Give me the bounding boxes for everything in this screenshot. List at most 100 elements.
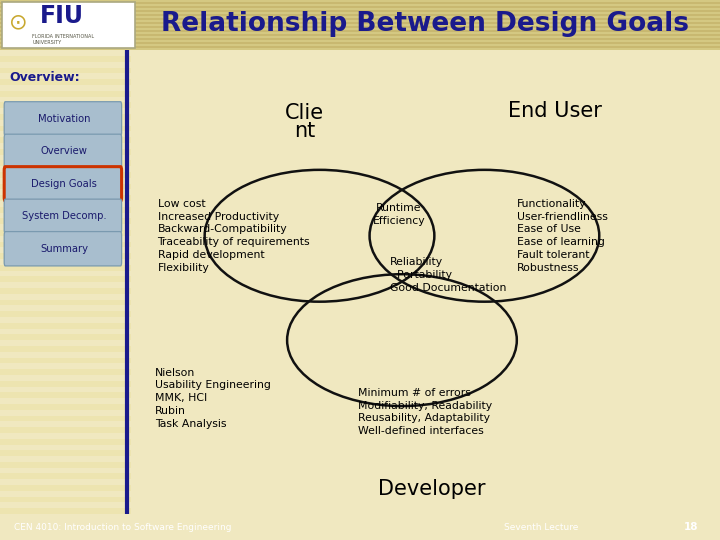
Bar — [0, 311, 131, 317]
Bar — [0, 393, 131, 398]
Bar — [0, 346, 131, 352]
Bar — [0, 241, 131, 247]
Bar — [0, 137, 131, 143]
Bar — [0, 276, 131, 282]
FancyBboxPatch shape — [4, 102, 122, 136]
Bar — [0, 485, 131, 491]
Text: Runtime
Efficiency: Runtime Efficiency — [373, 204, 426, 226]
Bar — [0, 357, 131, 363]
Bar — [0, 32, 720, 34]
Text: CEN 4010: Introduction to Software Engineering: CEN 4010: Introduction to Software Engin… — [14, 523, 232, 531]
Bar — [0, 184, 131, 190]
Bar — [0, 120, 131, 126]
Bar — [0, 73, 131, 79]
Bar — [0, 421, 131, 427]
Bar — [0, 317, 131, 323]
Bar — [0, 178, 131, 184]
Text: Motivation: Motivation — [38, 114, 91, 124]
Text: Seventh Lecture: Seventh Lecture — [504, 523, 578, 531]
Text: Low cost
Increased Productivity
Backward-Compatibility
Traceability of requireme: Low cost Increased Productivity Backward… — [158, 199, 310, 273]
Bar — [0, 352, 131, 357]
Bar — [0, 38, 720, 40]
Bar — [0, 50, 131, 56]
FancyBboxPatch shape — [4, 199, 122, 233]
FancyBboxPatch shape — [4, 167, 122, 201]
Text: Clie
nt: Clie nt — [285, 103, 324, 141]
Bar — [0, 172, 131, 178]
Bar — [0, 230, 131, 236]
Bar — [0, 34, 720, 36]
Bar — [0, 85, 131, 91]
Bar — [0, 20, 720, 22]
Bar — [0, 36, 720, 38]
Bar — [0, 259, 131, 265]
Bar — [0, 387, 131, 393]
FancyBboxPatch shape — [4, 134, 122, 168]
Bar — [0, 14, 720, 16]
Bar — [0, 40, 720, 42]
Text: System Decomp.: System Decomp. — [22, 211, 107, 221]
Bar — [0, 143, 131, 149]
Bar — [0, 381, 131, 387]
Text: Functionality
User-friendliness
Ease of Use
Ease of learning
Fault tolerant
Robu: Functionality User-friendliness Ease of … — [517, 199, 608, 273]
Bar — [0, 300, 131, 305]
Bar — [0, 369, 131, 375]
Bar — [0, 468, 131, 474]
Bar — [0, 149, 131, 154]
Bar — [0, 363, 131, 369]
Bar — [0, 22, 720, 24]
Bar — [0, 48, 720, 50]
Bar — [0, 195, 131, 201]
Bar — [0, 410, 131, 415]
Bar — [0, 26, 720, 28]
Bar — [0, 24, 720, 26]
Bar — [0, 236, 131, 241]
Bar — [0, 213, 131, 218]
Bar — [0, 508, 131, 514]
Text: FLORIDA INTERNATIONAL
UNIVERSITY: FLORIDA INTERNATIONAL UNIVERSITY — [32, 33, 94, 45]
Bar — [0, 2, 720, 4]
Bar — [0, 10, 720, 12]
Bar — [0, 323, 131, 328]
Bar — [0, 68, 131, 73]
Bar — [0, 404, 131, 410]
Bar — [0, 4, 720, 6]
Text: FIU: FIU — [40, 4, 84, 28]
Bar — [0, 131, 131, 137]
FancyBboxPatch shape — [2, 2, 135, 48]
Bar — [0, 46, 720, 48]
Bar — [0, 8, 720, 10]
Bar — [0, 114, 131, 120]
Bar — [0, 433, 131, 438]
Bar — [0, 224, 131, 230]
Bar — [0, 42, 720, 44]
Bar — [0, 271, 131, 276]
Bar — [0, 44, 720, 46]
Bar — [0, 444, 131, 450]
Text: End User: End User — [508, 100, 602, 120]
Bar — [0, 16, 720, 18]
Text: Relationship Between Design Goals: Relationship Between Design Goals — [161, 11, 689, 37]
Bar — [0, 294, 131, 300]
Text: Nielson
Usability Engineering
MMK, HCI
Rubin
Task Analysis: Nielson Usability Engineering MMK, HCI R… — [155, 368, 271, 429]
Text: Developer: Developer — [378, 478, 485, 498]
Bar — [0, 201, 131, 207]
Bar — [0, 247, 131, 253]
Bar — [0, 398, 131, 404]
Bar — [0, 6, 720, 8]
Bar — [0, 305, 131, 311]
Bar — [0, 438, 131, 444]
Text: Overview: Overview — [41, 146, 88, 157]
Bar — [0, 126, 131, 131]
Text: 18: 18 — [684, 522, 698, 532]
Bar — [0, 334, 131, 340]
Bar — [0, 154, 131, 160]
Bar — [0, 28, 720, 30]
Bar — [0, 166, 131, 172]
Bar — [0, 503, 131, 508]
Bar — [0, 491, 131, 497]
Bar — [0, 103, 131, 108]
Bar — [0, 462, 131, 468]
Bar — [0, 12, 720, 14]
Text: Design Goals: Design Goals — [31, 179, 97, 189]
